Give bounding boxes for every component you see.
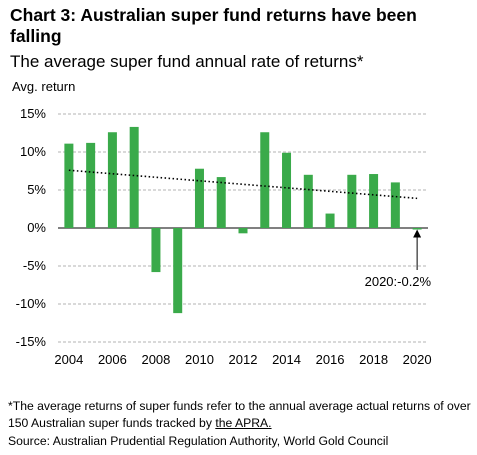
x-tick-label: 2016 bbox=[316, 352, 345, 367]
bar-2014 bbox=[282, 152, 292, 228]
chart-title: Chart 3: Australian super fund returns h… bbox=[10, 5, 417, 46]
x-tick-label: 2012 bbox=[229, 352, 258, 367]
footnote: *The average returns of super funds refe… bbox=[8, 398, 473, 432]
x-tick-label: 2018 bbox=[359, 352, 388, 367]
bar-2004 bbox=[64, 143, 74, 228]
bar-2011 bbox=[216, 177, 226, 228]
bar-chart: 15% 10% 5% 0% -5% -10% -15% 2004 2006 2008 2010 201… bbox=[16, 106, 432, 367]
bar-2008 bbox=[151, 228, 161, 273]
y-tick-label: 10% bbox=[20, 144, 46, 159]
x-tick-label: 2010 bbox=[185, 352, 214, 367]
bar-2012 bbox=[238, 228, 248, 234]
y-axis-label: Avg. return bbox=[12, 79, 76, 94]
y-tick-label: -15% bbox=[16, 334, 47, 349]
footnote-text: *The average returns of super funds refe… bbox=[8, 399, 471, 430]
bar-2006 bbox=[107, 132, 117, 228]
source-line: Source: Australian Prudential Regulation… bbox=[8, 434, 389, 448]
x-tick-label: 2006 bbox=[98, 352, 127, 367]
bar-2009 bbox=[173, 228, 183, 314]
bar-2018 bbox=[369, 174, 379, 228]
bar-2019 bbox=[390, 182, 400, 228]
bar-2010 bbox=[194, 168, 204, 228]
bar-2013 bbox=[260, 132, 270, 228]
bar-2016 bbox=[325, 213, 335, 228]
y-tick-label: 15% bbox=[20, 106, 46, 121]
y-tick-label: -5% bbox=[23, 258, 47, 273]
x-tick-label: 2014 bbox=[272, 352, 301, 367]
y-tick-label: -10% bbox=[16, 296, 47, 311]
x-tick-label: 2004 bbox=[54, 352, 83, 367]
bar-2017 bbox=[347, 174, 357, 228]
y-tick-label: 5% bbox=[27, 182, 46, 197]
bar-2007 bbox=[129, 126, 139, 228]
bar-2005 bbox=[86, 142, 96, 228]
x-tick-label: 2008 bbox=[141, 352, 170, 367]
y-tick-label: 0% bbox=[27, 220, 46, 235]
bar-2020 bbox=[412, 228, 422, 230]
chart-subtitle: The average super fund annual rate of re… bbox=[10, 52, 364, 71]
x-tick-label: 2020 bbox=[403, 352, 432, 367]
trend-line bbox=[68, 169, 418, 200]
annotation-label: 2020:-0.2% bbox=[365, 274, 432, 289]
bar-2015 bbox=[303, 174, 313, 228]
apra-link[interactable]: the APRA. bbox=[215, 416, 272, 430]
